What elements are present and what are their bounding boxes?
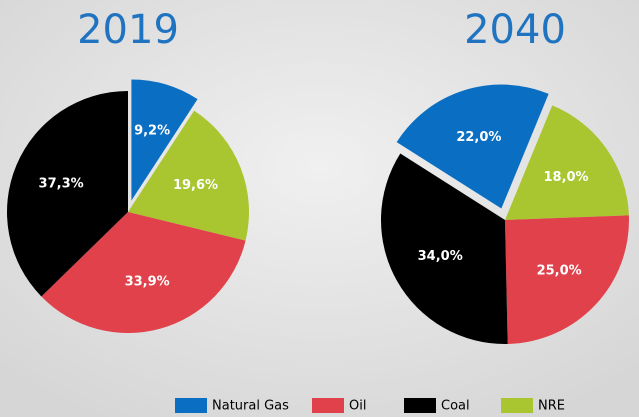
- pie-slice: [41, 212, 246, 333]
- slice-label: 19,6%: [173, 178, 218, 193]
- slice-label: 34,0%: [418, 249, 463, 264]
- slice-label: 25,0%: [537, 264, 582, 279]
- pie-slice: [505, 105, 629, 220]
- legend-label: Oil: [349, 399, 366, 414]
- legend-swatch: [501, 398, 533, 413]
- slice-label: 9,2%: [134, 123, 170, 138]
- pie-slice: [128, 110, 249, 241]
- pie-slice: [396, 84, 549, 209]
- slice-label: 37,3%: [39, 176, 84, 191]
- pie-title: 2019: [77, 7, 179, 53]
- slice-label: 33,9%: [125, 275, 170, 290]
- legend-label: NRE: [538, 399, 565, 414]
- pie-slice: [7, 91, 129, 297]
- pie-slice: [131, 79, 198, 201]
- legend-label: Natural Gas: [212, 399, 289, 414]
- slice-label: 22,0%: [456, 130, 501, 145]
- pie-title: 2040: [464, 7, 566, 53]
- slice-label: 18,0%: [543, 170, 588, 185]
- legend-swatch: [312, 398, 344, 413]
- pie-slice: [505, 215, 629, 344]
- legend-label: Coal: [441, 399, 470, 414]
- legend-swatch: [175, 398, 207, 413]
- legend-swatch: [404, 398, 436, 413]
- pie-slice: [380, 153, 508, 344]
